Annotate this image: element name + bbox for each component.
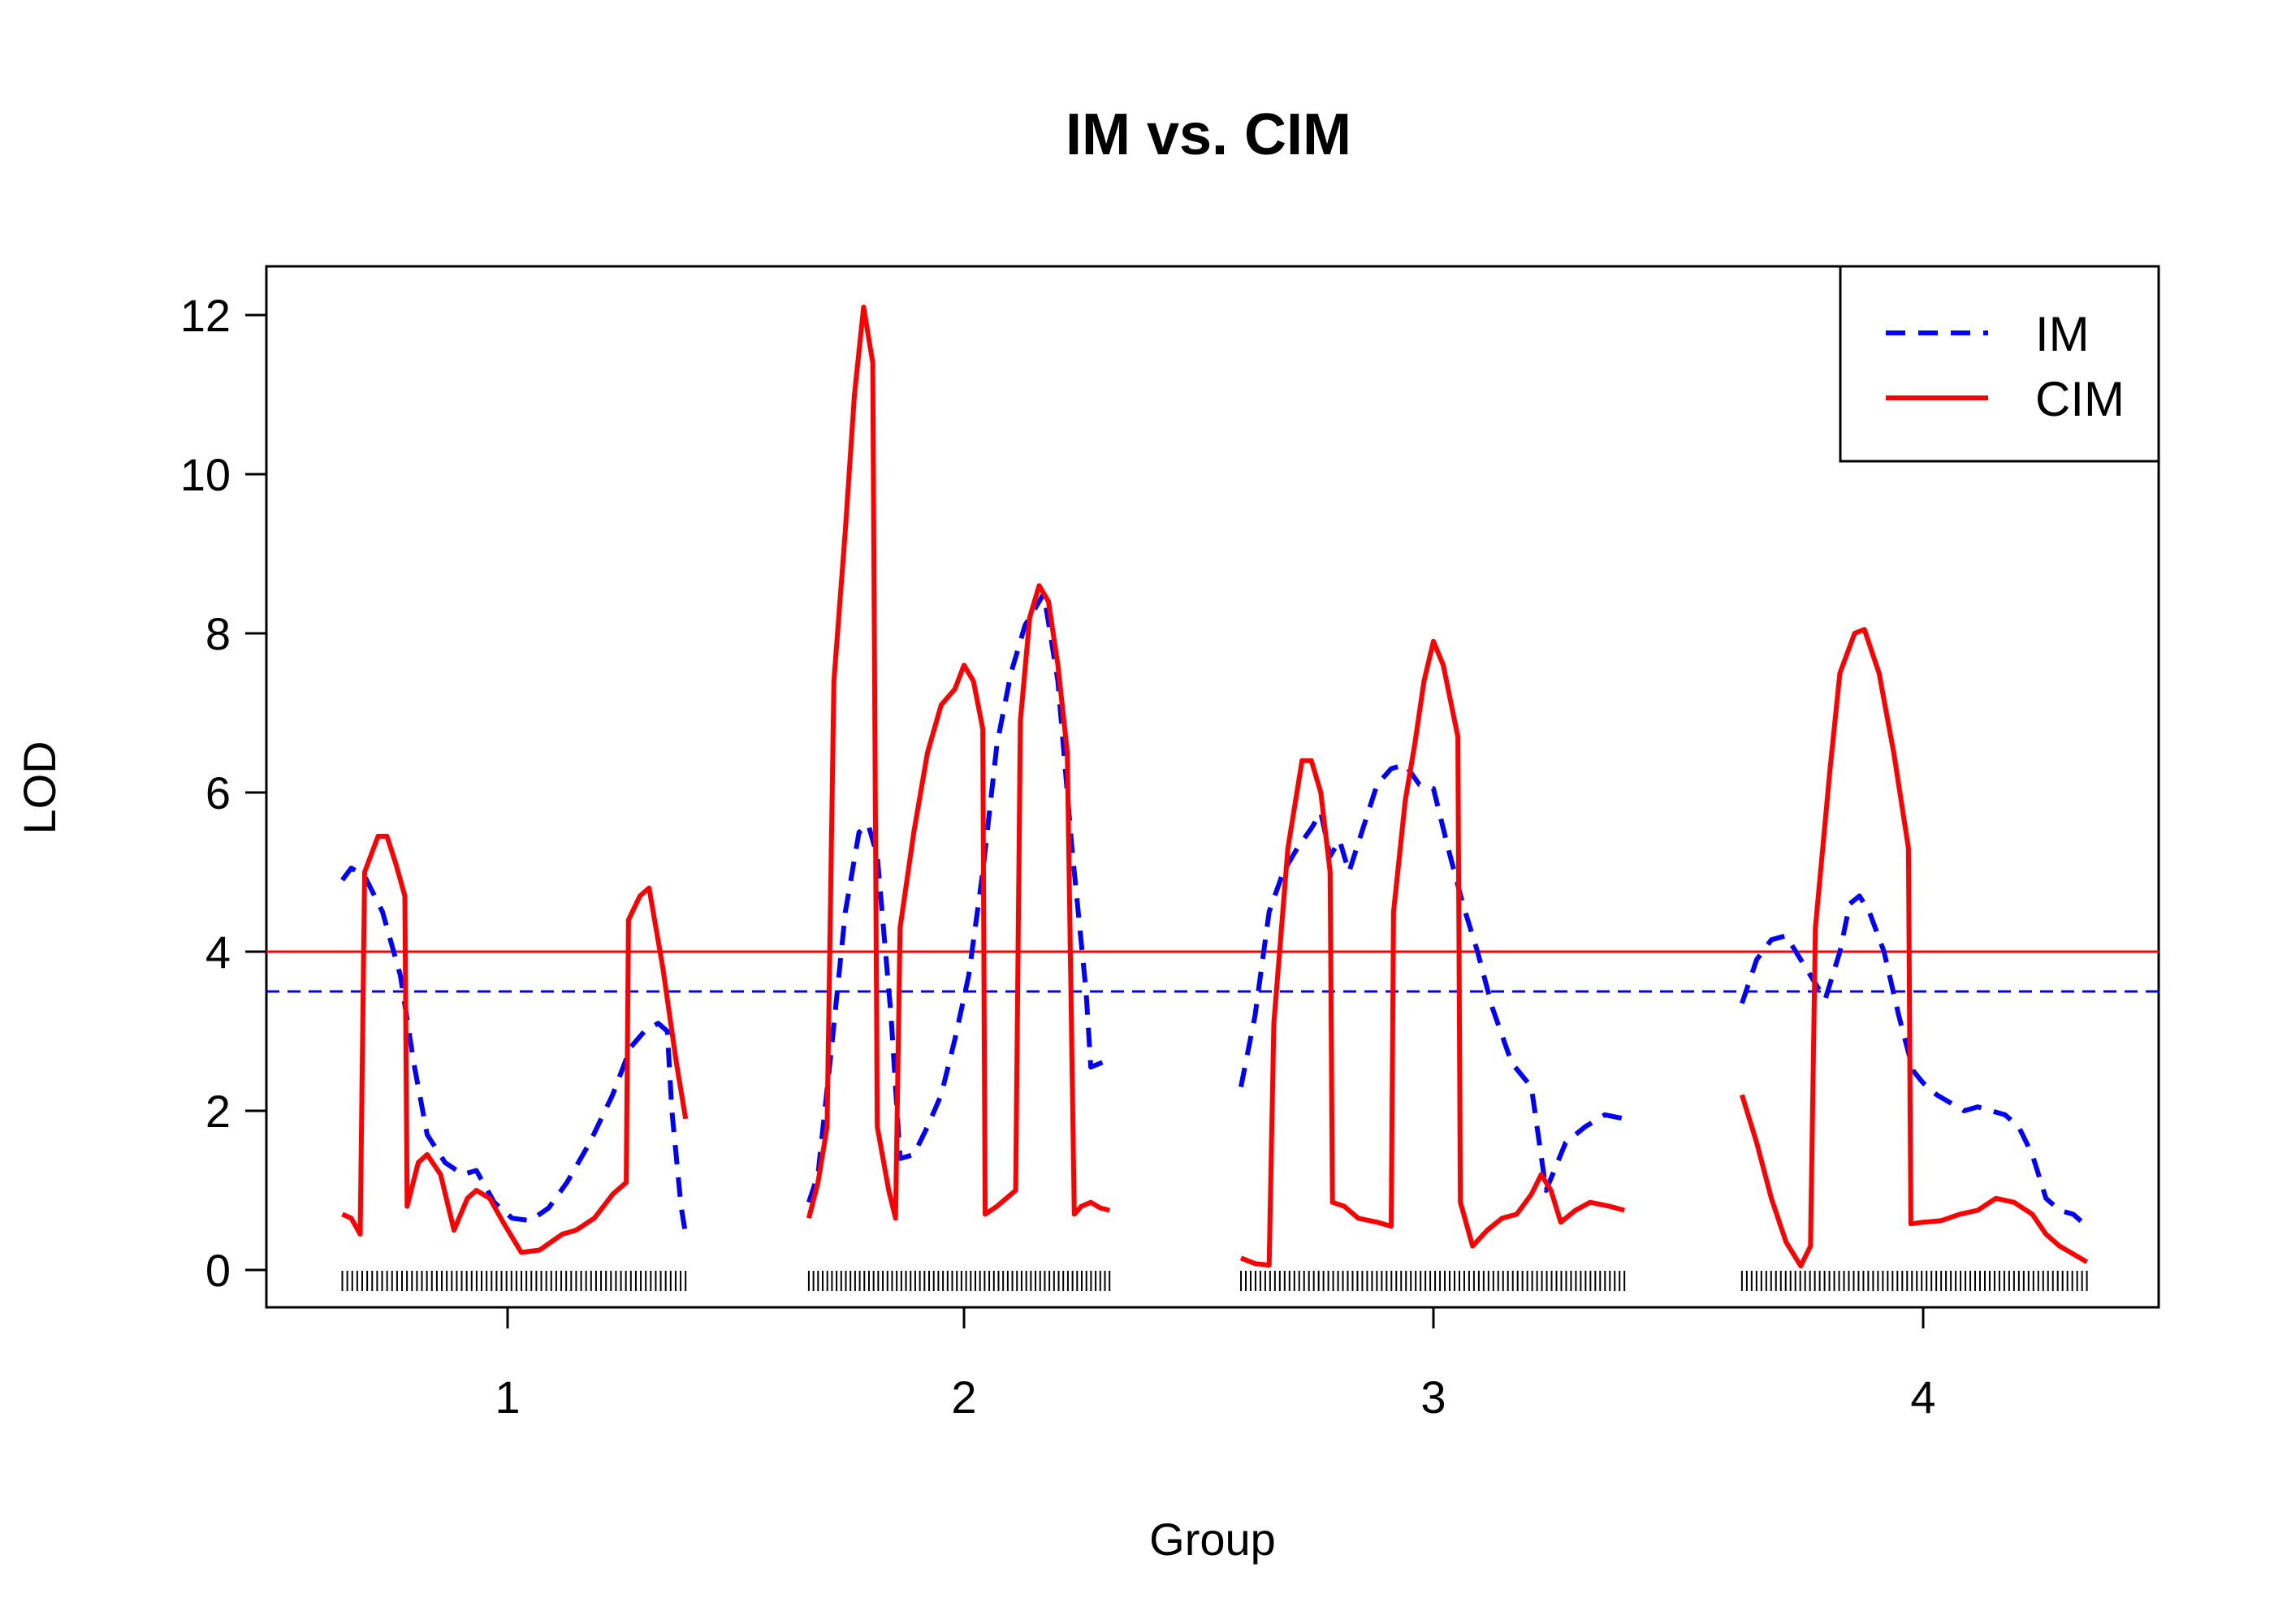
y-tick-label-8: 8 <box>205 608 231 659</box>
cim-line-group-3 <box>1239 638 1625 1268</box>
marker-rug-group-3 <box>1240 1271 1626 1291</box>
marker-rug-group-1 <box>341 1271 687 1291</box>
im-line-group-4 <box>1740 893 2089 1229</box>
chart-title: IM vs. CIM <box>1066 102 1351 167</box>
im-line-group-1 <box>340 866 689 1235</box>
cim-line-group-1 <box>341 833 689 1255</box>
x-tick-label-2: 2 <box>951 1371 976 1423</box>
x-axis: 1 2 3 4 <box>495 1307 1936 1423</box>
y-tick-label-2: 2 <box>205 1086 231 1137</box>
y-tick-label-12: 12 <box>180 290 231 341</box>
marker-rug-group-4 <box>1740 1271 2088 1291</box>
legend-im-label: IM <box>2035 307 2090 361</box>
x-tick-label-1: 1 <box>495 1371 520 1423</box>
series-lines <box>340 304 2089 1269</box>
x-axis-title: Group <box>1149 1514 1276 1565</box>
y-tick-label-0: 0 <box>205 1245 231 1296</box>
legend-box <box>1839 265 2160 463</box>
x-tick-label-4: 4 <box>1910 1371 1935 1423</box>
y-tick-label-10: 10 <box>180 449 231 500</box>
cim-line-group-2 <box>806 304 1110 1221</box>
im-line-group-2 <box>806 591 1111 1203</box>
y-axis-title: LOD <box>14 741 65 834</box>
y-tick-label-4: 4 <box>205 926 231 978</box>
cim-line-group-4 <box>1740 627 2089 1269</box>
x-tick-label-3: 3 <box>1420 1371 1446 1423</box>
legend-cim-label: CIM <box>2035 372 2125 426</box>
y-tick-label-6: 6 <box>205 767 231 818</box>
marker-rug-group-2 <box>807 1271 1111 1291</box>
threshold-lines <box>266 950 2159 993</box>
legend: IM CIM <box>1839 265 2160 463</box>
y-axis: 0 2 4 6 8 10 12 <box>180 290 268 1296</box>
marker-rugs <box>341 1271 2088 1291</box>
